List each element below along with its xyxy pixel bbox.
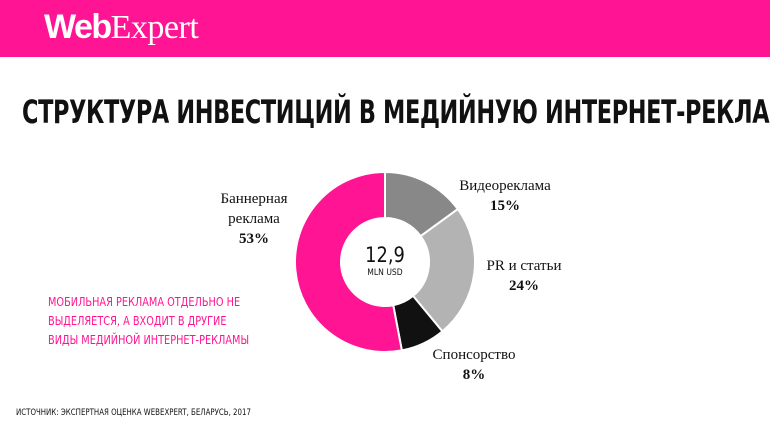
chart-center-total: 12,9 MLN USD [340,243,430,279]
mobile-ads-note: МОБИЛЬНАЯ РЕКЛАМА ОТДЕЛЬНО НЕ ВЫДЕЛЯЕТСЯ… [48,292,282,349]
label-pr-percent: 24% [509,278,539,294]
label-pr: PR и статьи 24% [474,256,574,296]
label-sponsor-name: Спонсорство [432,347,516,363]
header-bar: WebExpert [0,0,770,57]
label-banner: Баннерная реклама 53% [206,189,302,249]
logo-part-web: Web [44,8,112,46]
label-banner-name-1: Баннерная [220,191,288,207]
label-video-percent: 15% [490,198,520,214]
total-value: 12,9 [365,243,405,267]
donut-slices [294,170,476,353]
webexpert-logo[interactable]: WebExpert [44,7,199,48]
label-banner-percent: 53% [239,231,269,247]
label-sponsor-percent: 8% [462,367,486,383]
source-note: ИСТОЧНИК: ЭКСПЕРТНАЯ ОЦЕНКА WEBEXPERT, Б… [16,408,251,418]
slice-1 [411,207,476,333]
label-sponsor: Спонсорство 8% [422,345,526,385]
total-unit: MLN USD [367,268,403,278]
label-video-name: Видеореклама [459,178,551,194]
logo-part-expert: Expert [110,9,199,46]
label-video: Видеореклама 15% [449,176,561,216]
label-pr-name: PR и статьи [486,258,562,274]
note-line-1: МОБИЛЬНАЯ РЕКЛАМА ОТДЕЛЬНО НЕ [48,294,241,309]
note-line-3: ВИДЫ МЕДИЙНОЙ ИНТЕРНЕТ-РЕКЛАМЫ [48,332,250,347]
label-banner-name-2: реклама [228,211,280,227]
note-line-2: ВЫДЕЛЯЕТСЯ, А ВХОДИТ В ДРУГИЕ [48,313,227,328]
slice-3 [294,170,404,353]
